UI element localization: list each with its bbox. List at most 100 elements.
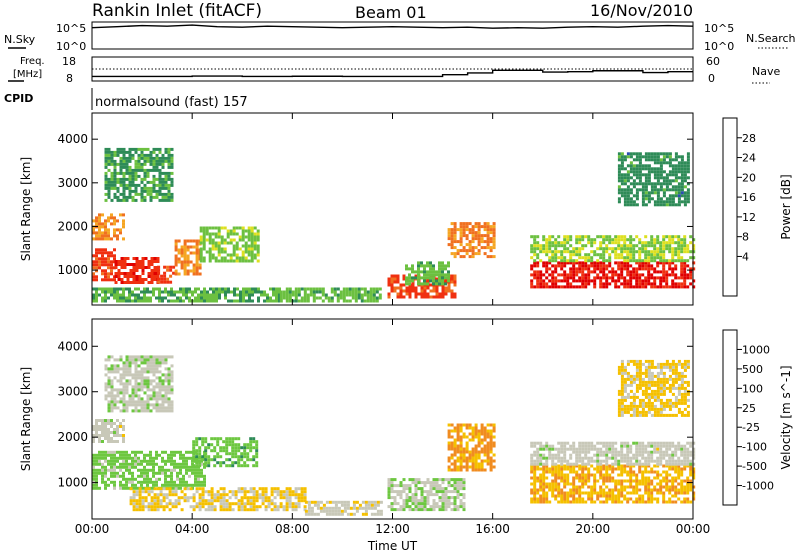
data-cell bbox=[539, 456, 543, 460]
data-cell bbox=[459, 453, 463, 457]
data-cell bbox=[653, 173, 657, 177]
data-cell bbox=[297, 499, 301, 503]
data-cell bbox=[683, 497, 687, 501]
data-cell bbox=[611, 491, 615, 495]
data-cell bbox=[125, 400, 129, 404]
data-cell bbox=[677, 185, 681, 189]
data-cell bbox=[456, 426, 460, 430]
data-cell bbox=[358, 503, 362, 507]
data-cell bbox=[581, 261, 585, 265]
data-cell bbox=[125, 367, 129, 371]
data-cell bbox=[638, 188, 642, 192]
data-cell bbox=[92, 266, 95, 270]
data-cell bbox=[316, 512, 320, 516]
data-cell bbox=[680, 167, 684, 171]
data-cell bbox=[605, 500, 609, 504]
data-cell bbox=[101, 260, 104, 264]
data-cell bbox=[158, 162, 162, 166]
data-cell bbox=[539, 459, 543, 463]
data-cell bbox=[122, 361, 126, 365]
data-cell bbox=[560, 279, 564, 283]
data-cell bbox=[128, 364, 132, 368]
nsearch-label: N.Search bbox=[746, 32, 796, 45]
data-cell bbox=[155, 394, 159, 398]
data-cell bbox=[95, 216, 98, 220]
data-cell bbox=[668, 250, 672, 254]
data-cell bbox=[194, 296, 197, 300]
data-region-1-8 bbox=[530, 464, 696, 504]
data-cell bbox=[167, 290, 170, 294]
data-cell bbox=[104, 382, 108, 386]
data-cell bbox=[116, 180, 120, 184]
data-cell bbox=[683, 173, 687, 177]
data-cell bbox=[137, 397, 141, 401]
data-cell bbox=[441, 505, 445, 509]
data-cell bbox=[110, 474, 113, 478]
data-cell bbox=[396, 502, 400, 506]
data-cell bbox=[447, 261, 450, 265]
data-cell bbox=[114, 260, 118, 263]
data-cell bbox=[638, 238, 642, 242]
data-cell bbox=[560, 488, 564, 492]
data-cell bbox=[486, 435, 490, 439]
data-cell bbox=[318, 296, 322, 300]
data-cell bbox=[195, 505, 199, 509]
data-cell bbox=[201, 455, 205, 459]
data-cell bbox=[228, 502, 232, 506]
data-cell bbox=[602, 261, 606, 265]
data-cell bbox=[252, 458, 256, 462]
data-cell bbox=[596, 247, 600, 251]
data-cell bbox=[167, 385, 171, 389]
data-cell bbox=[276, 493, 280, 497]
data-cell bbox=[185, 465, 188, 469]
data-cell bbox=[113, 183, 117, 187]
data-cell bbox=[107, 419, 110, 422]
data-cell bbox=[95, 483, 98, 487]
data-cell bbox=[207, 493, 211, 497]
data-cell bbox=[155, 483, 158, 487]
data-cell bbox=[623, 259, 627, 263]
data-cell bbox=[441, 273, 444, 277]
data-cell bbox=[158, 159, 162, 163]
colorbar-label: Power [dB] bbox=[779, 174, 793, 239]
data-cell bbox=[656, 270, 660, 274]
data-cell bbox=[665, 188, 669, 192]
data-cell bbox=[683, 285, 687, 289]
data-cell bbox=[644, 244, 648, 248]
data-cell bbox=[101, 428, 104, 431]
data-cell bbox=[557, 250, 561, 254]
data-cell bbox=[166, 280, 170, 284]
data-cell bbox=[545, 497, 549, 501]
data-cell bbox=[572, 264, 576, 268]
data-cell bbox=[179, 486, 182, 490]
data-cell bbox=[671, 158, 675, 162]
data-cell bbox=[297, 293, 301, 297]
data-cell bbox=[104, 180, 108, 184]
data-cell bbox=[450, 240, 454, 244]
data-cell bbox=[170, 153, 174, 157]
data-cell bbox=[155, 456, 158, 460]
data-cell bbox=[155, 156, 159, 160]
data-cell bbox=[167, 293, 170, 297]
data-cell bbox=[158, 468, 161, 472]
data-cell bbox=[551, 482, 555, 486]
data-cell bbox=[161, 406, 165, 410]
data-cell bbox=[614, 247, 618, 251]
data-cell bbox=[101, 425, 104, 428]
data-cell bbox=[656, 261, 660, 265]
data-cell bbox=[674, 467, 678, 471]
data-cell bbox=[429, 289, 433, 293]
data-cell bbox=[557, 450, 561, 454]
data-cell bbox=[149, 409, 153, 413]
data-cell bbox=[149, 168, 153, 172]
data-cell bbox=[474, 447, 478, 451]
data-cell bbox=[590, 488, 594, 492]
data-cell bbox=[665, 197, 669, 201]
data-cell bbox=[557, 279, 561, 283]
data-cell bbox=[450, 277, 454, 281]
data-cell bbox=[255, 490, 259, 494]
data-cell bbox=[575, 273, 579, 277]
data-cell bbox=[146, 385, 150, 389]
data-cell bbox=[155, 153, 159, 157]
data-cell bbox=[213, 458, 217, 462]
